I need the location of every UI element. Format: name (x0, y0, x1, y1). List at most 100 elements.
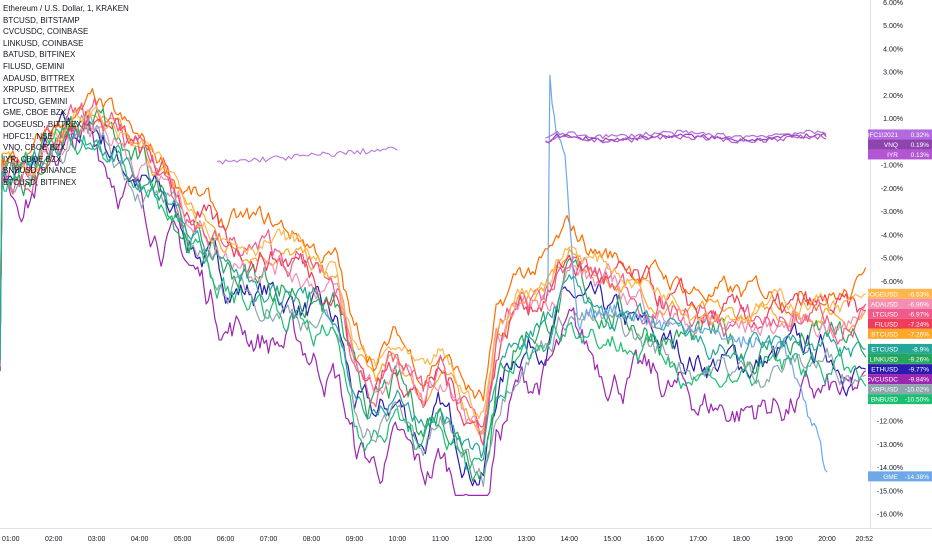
y-tick-label: 2.00% (883, 93, 903, 100)
value-tag-etcusd: ETCUSD -8.9% (868, 343, 932, 354)
value-tag-value: -14.38% (905, 474, 929, 481)
value-tag-bg (868, 328, 932, 339)
value-tag-value: -6.96% (908, 301, 929, 308)
value-tag-gme: GME -14.38% (868, 471, 932, 482)
value-tag-linkusd: LINKUSD -9.26% (868, 353, 932, 364)
value-tag-bg (868, 288, 932, 299)
x-tick-label: 13:00 (518, 536, 536, 543)
value-tag-bg (868, 471, 932, 482)
value-tag-value: -9.26% (908, 356, 929, 363)
value-tag-value: -7.26% (908, 331, 929, 338)
value-tag-value: -7.24% (908, 321, 929, 328)
series-line-etcusd[interactable] (0, 129, 866, 459)
value-tag-symbol: XRPUSD (871, 387, 898, 394)
value-tag-value: 0.13% (911, 152, 930, 159)
series-line-cvcusdc[interactable] (0, 121, 867, 496)
y-tick-label: 6.00% (883, 0, 903, 7)
series-line-batusd[interactable] (0, 88, 867, 402)
value-tag-value: -6.53% (908, 291, 929, 298)
value-tag-cvcusdc: CVCUSDC -9.84% (866, 374, 932, 385)
value-tag-symbol: ETCUSD (871, 346, 898, 353)
value-tag-bg (868, 318, 932, 329)
series-line-ltcusd[interactable] (0, 97, 867, 428)
value-tag-value: -9.77% (908, 367, 929, 374)
value-tag-symbol: DOGEUSD (865, 291, 898, 298)
x-tick-label: 15:00 (603, 536, 621, 543)
value-tag-bg (868, 308, 932, 319)
series-line-filusd[interactable] (0, 110, 866, 446)
value-tag-iyr: IYR 0.13% (868, 149, 932, 160)
y-tick-label: 3.00% (883, 70, 903, 77)
series-line-hdfc1[interactable] (545, 129, 827, 139)
x-tick-label: 02:00 (45, 536, 63, 543)
value-tag-symbol: IYR (887, 152, 898, 159)
value-tag-bg (868, 149, 932, 160)
value-tag-bnbusd: BNBUSD -10.50% (868, 394, 932, 405)
value-tag-symbol: BNBUSD (871, 397, 898, 404)
y-tick-label: -4.00% (881, 232, 903, 239)
value-tag-dogeusd: DOGEUSD -6.53% (865, 288, 932, 299)
y-tick-label: 1.00% (883, 116, 903, 123)
value-tag-value: -9.84% (908, 377, 929, 384)
y-tick-label: -16.00% (877, 512, 903, 519)
x-tick-label: 03:00 (88, 536, 106, 543)
value-tag-bg (868, 384, 932, 395)
x-tick-label: 16:00 (646, 536, 664, 543)
value-tag-value: -6.97% (908, 311, 929, 318)
value-tag-value: 0.19% (911, 142, 930, 149)
value-tag-symbol: VNQ (884, 142, 898, 149)
value-tag-hdfc1: HDFC1!2021 0.32% (860, 129, 932, 140)
value-tag-bg (868, 298, 932, 309)
value-tag-symbol: LINKUSD (870, 356, 898, 363)
value-tag-bg (868, 364, 932, 375)
value-tag-symbol: ETHUSD (871, 367, 898, 374)
x-tick-label: 10:00 (389, 536, 407, 543)
y-tick-label: 4.00% (883, 46, 903, 53)
x-tick-label: 05:00 (174, 536, 192, 543)
x-tick-label: 06:00 (217, 536, 235, 543)
x-tick-label: 11:00 (432, 536, 449, 543)
value-tag-symbol: GME (883, 474, 898, 481)
value-tag-filusd: FILUSD -7.24% (868, 318, 932, 329)
series-line-iyr[interactable] (545, 134, 827, 144)
x-tick-label: 12:00 (475, 536, 493, 543)
y-tick-label: -13.00% (877, 442, 903, 449)
value-tag-ltcusd: LTCUSD -6.97% (868, 308, 932, 319)
series-line-hdfc1[interactable] (216, 146, 398, 165)
series-line-bnbusd[interactable] (0, 126, 867, 471)
x-tick-label: 01:00 (2, 536, 20, 543)
value-tag-bg (868, 353, 932, 364)
x-tick-label: 07:00 (260, 536, 278, 543)
value-tag-btcusd: BTCUSD -7.26% (868, 328, 932, 339)
x-tick-label: 17:00 (689, 536, 707, 543)
value-tag-symbol: HDFC1!2021 (860, 132, 898, 139)
series-line-dogeusd[interactable] (0, 105, 866, 419)
value-tag-value: -8.9% (912, 346, 929, 353)
value-tag-symbol: CVCUSDC (866, 377, 898, 384)
value-tag-adausd: ADAUSD -6.96% (868, 298, 932, 309)
series-line-vnq[interactable] (545, 133, 827, 143)
x-tick-label: 20:52 (856, 536, 874, 543)
series-line-xrpusd[interactable] (0, 114, 867, 488)
x-tick-label: 18:00 (732, 536, 750, 543)
y-tick-label: -12.00% (877, 419, 903, 426)
y-tick-label: -15.00% (877, 488, 903, 495)
value-tag-xrpusd: XRPUSD -10.02% (868, 384, 932, 395)
x-tick-label: 14:00 (560, 536, 578, 543)
value-tag-symbol: LTCUSD (872, 311, 898, 318)
x-tick-label: 09:00 (346, 536, 364, 543)
value-tag-value: 0.32% (911, 132, 930, 139)
value-tag-bg (868, 394, 932, 405)
value-tag-bg (868, 139, 932, 150)
value-tag-bg (868, 343, 932, 354)
y-tick-label: -1.00% (881, 163, 903, 170)
series-line-gme[interactable] (547, 74, 828, 473)
series-line-ethusd[interactable] (0, 110, 866, 487)
y-tick-label: -6.00% (881, 279, 903, 286)
x-tick-label: 08:00 (303, 536, 321, 543)
y-tick-label: -14.00% (877, 465, 903, 472)
x-tick-label: 19:00 (775, 536, 793, 543)
value-tag-vnq: VNQ 0.19% (868, 139, 932, 150)
